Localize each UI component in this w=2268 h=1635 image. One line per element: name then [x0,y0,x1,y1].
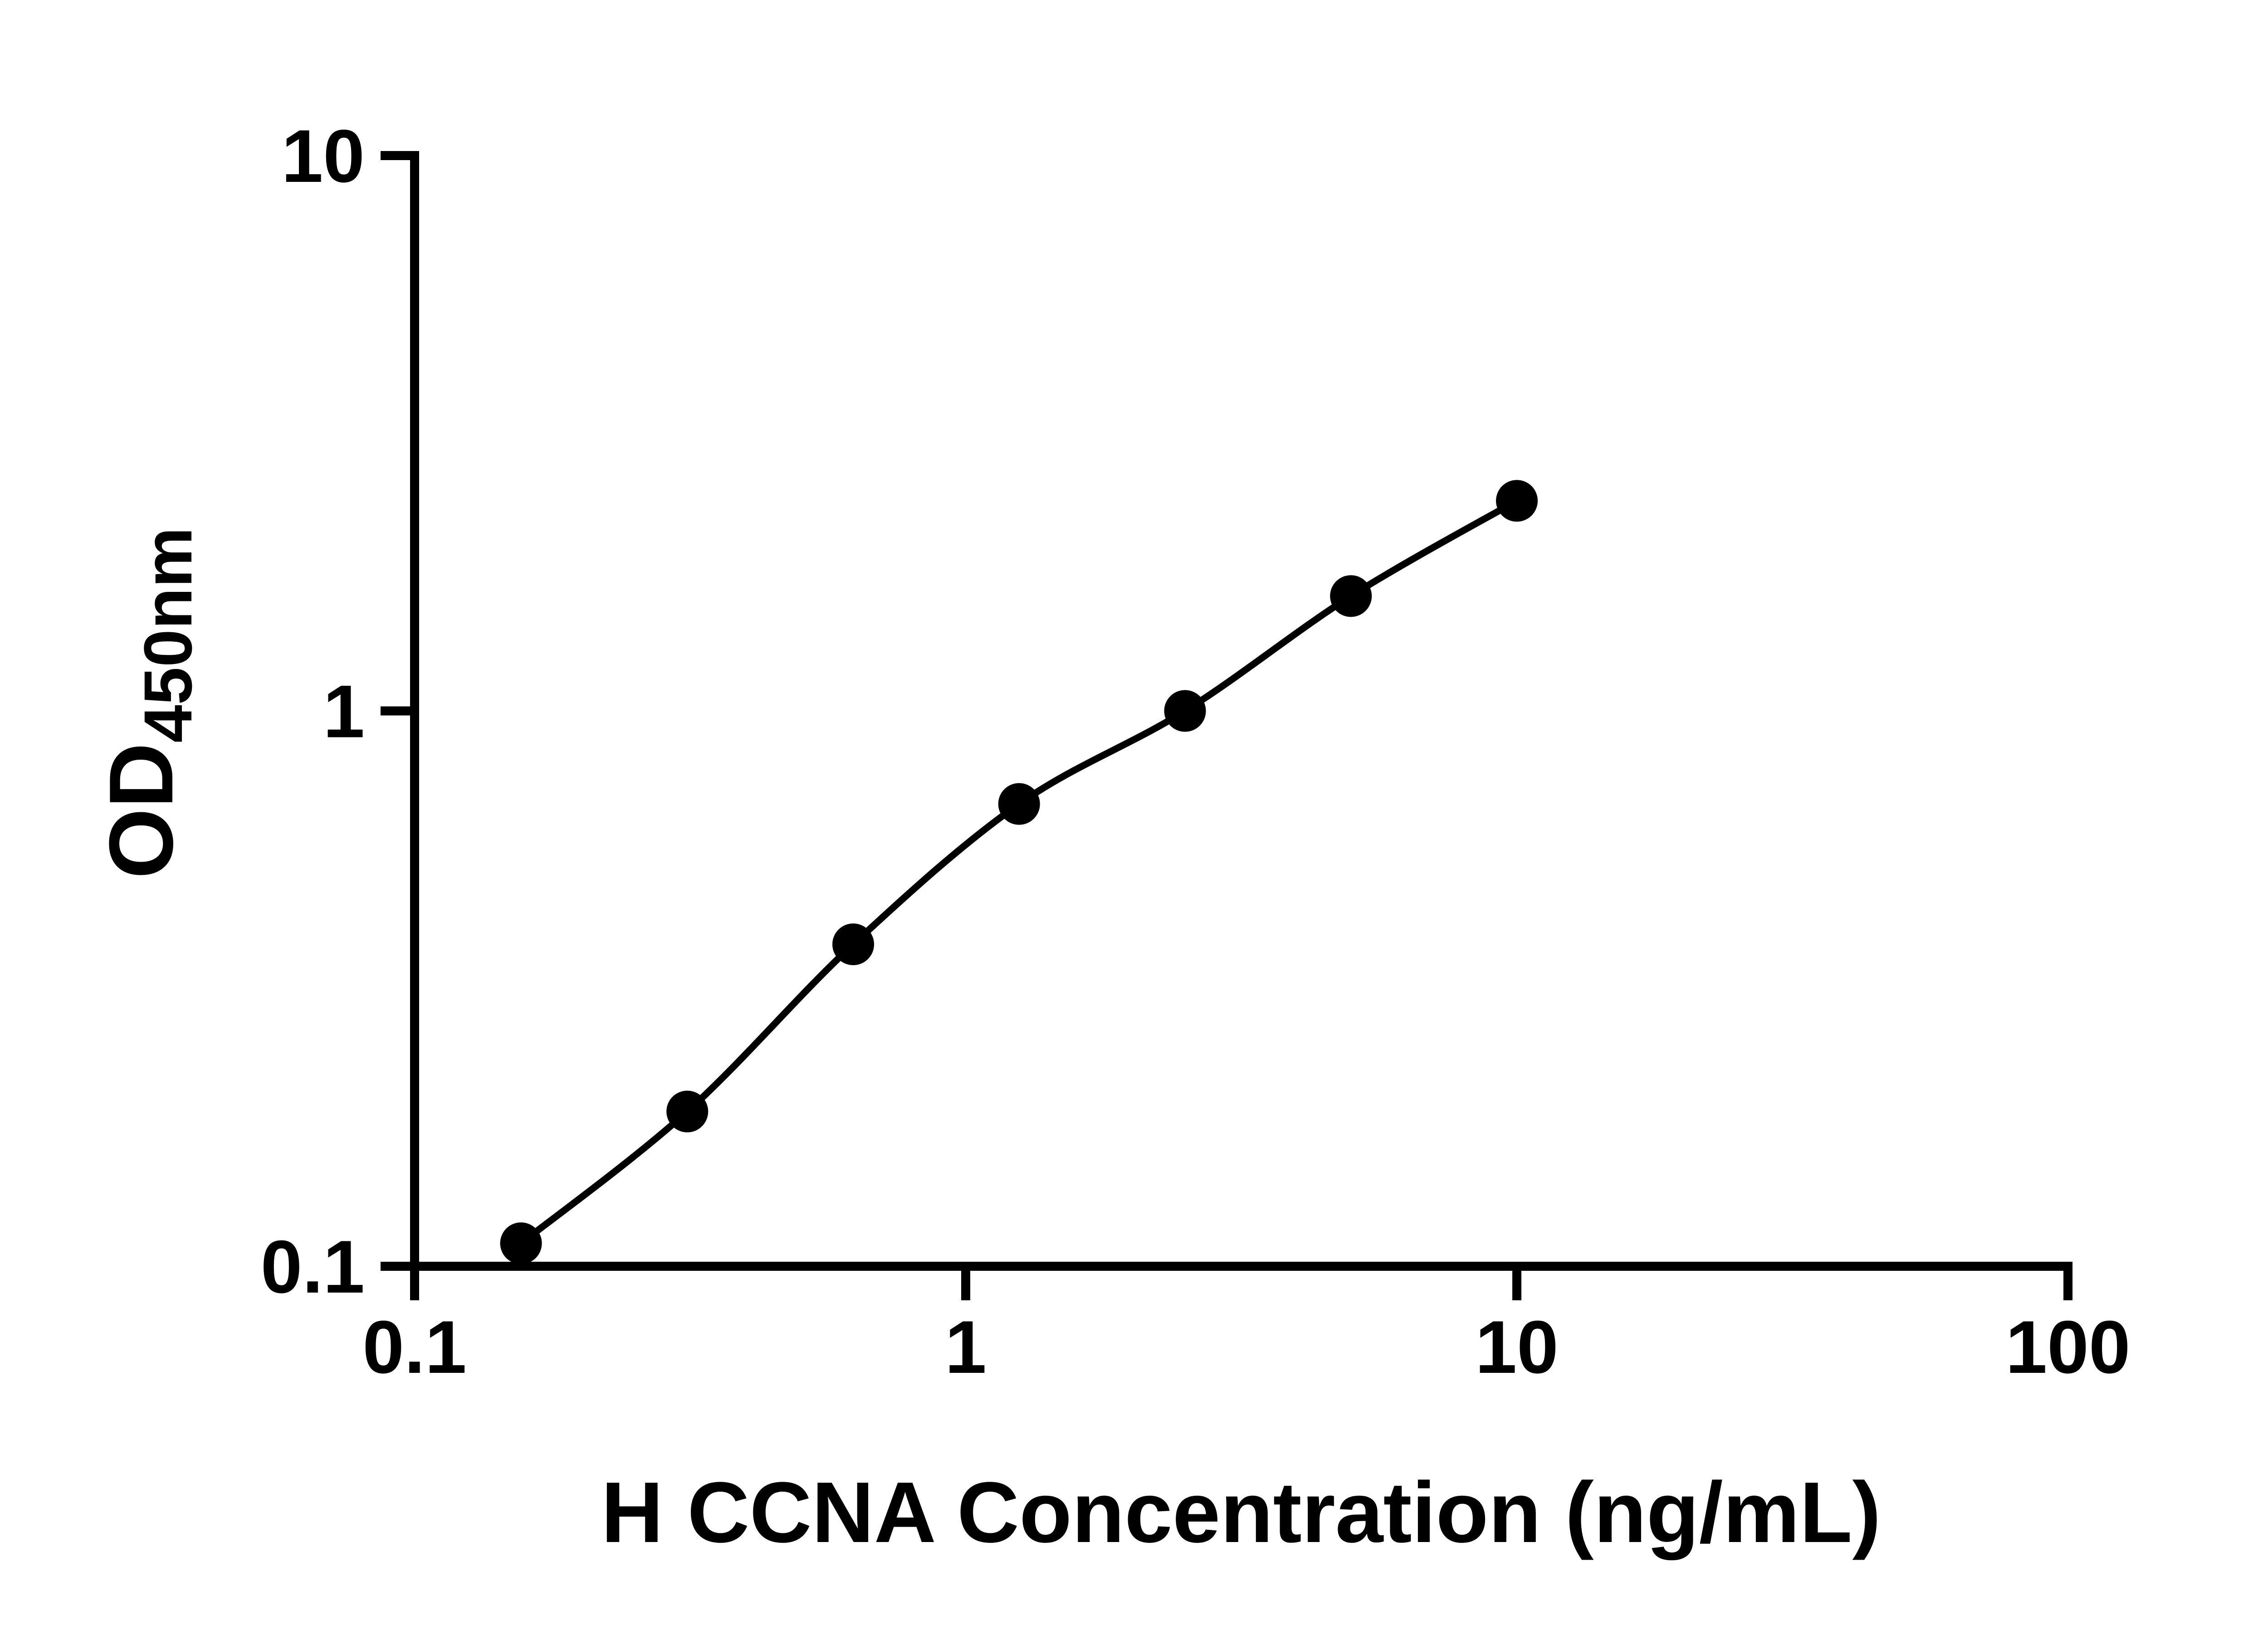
data-point-marker [1496,480,1538,522]
data-point-marker [832,923,874,966]
fit-curve [518,498,1519,1246]
data-point-marker [666,1090,709,1132]
x-axis-tick-label: 0.1 [362,1305,466,1389]
y-axis-title-main: OD [91,743,192,879]
data-point-marker [500,1222,542,1264]
x-axis-title: H CCNA Concentration (ng/mL) [601,1464,1881,1561]
y-axis-tick-label: 1 [323,670,365,753]
y-axis-tick-label: 10 [281,114,365,198]
data-point-marker [1164,690,1206,732]
y-axis-title-subscript: 450nm [130,527,206,742]
data-point-marker [1330,575,1372,617]
y-axis-tick-label: 0.1 [261,1225,365,1308]
data-point-marker [998,783,1040,825]
chart-generated-layer: 0.1 1 10 100 0.1 1 10 [261,114,2131,1389]
x-axis-tick-label: 100 [2005,1305,2130,1389]
x-axis-tick-label: 1 [945,1305,987,1389]
y-axis-title: OD450nm [91,527,206,879]
x-axis-tick-label: 10 [1475,1305,1559,1389]
